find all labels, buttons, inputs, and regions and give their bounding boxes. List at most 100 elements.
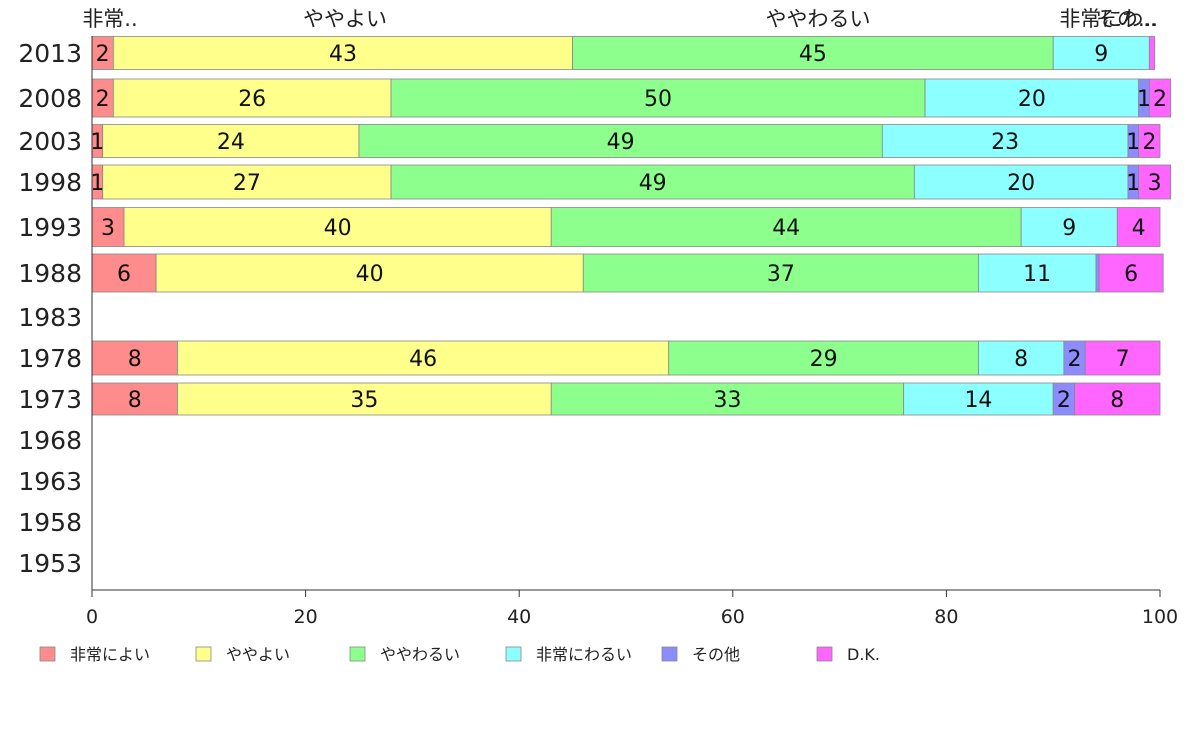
- bar-value-label: 27: [233, 171, 261, 196]
- bar-value-label: 45: [799, 42, 827, 67]
- bar-segment: [978, 253, 1097, 293]
- year-label: 1958: [18, 508, 82, 537]
- year-label: 1993: [18, 213, 82, 242]
- bar-segment: [1074, 382, 1161, 416]
- bar-value-label: 23: [991, 130, 1019, 155]
- bar-value-label: 24: [217, 130, 245, 155]
- bar-value-label: 2: [96, 87, 110, 112]
- top-series-label: ややよい: [303, 7, 387, 31]
- bar-value-label: 3: [1148, 171, 1162, 196]
- bar-segment: [881, 124, 1129, 158]
- bar-segment: [978, 340, 1065, 376]
- bar-value-label: 49: [639, 171, 667, 196]
- bar-segment: [102, 164, 392, 200]
- legend-swatch: [349, 646, 366, 662]
- top-series-label: 非常..: [82, 7, 137, 31]
- x-tick-label: 100: [1142, 606, 1178, 628]
- bar-segment: [1084, 340, 1161, 376]
- bar-value-label: 14: [964, 388, 992, 413]
- bar-segment: [358, 124, 883, 158]
- year-label: 1983: [18, 303, 82, 332]
- year-label: 1998: [18, 168, 82, 197]
- bar-segment: [177, 382, 552, 416]
- bar-value-label: 3: [101, 216, 115, 241]
- year-label: 1953: [18, 549, 82, 578]
- legend-label: 非常にわるい: [536, 645, 632, 664]
- year-label: 1988: [18, 259, 82, 288]
- bar-segment: [572, 36, 1054, 70]
- bar-segment: [1052, 36, 1150, 70]
- top-series-label: 非常にわ..: [1059, 7, 1156, 31]
- bar-segment: [1116, 207, 1161, 247]
- year-label: 2013: [18, 39, 82, 68]
- legend-swatch: [661, 646, 678, 662]
- bar-value-label: 26: [238, 87, 266, 112]
- bar-value-label: 11: [1023, 262, 1051, 287]
- bar-value-label: 29: [810, 347, 838, 372]
- bar-segment: [177, 340, 670, 376]
- legend-swatch: [195, 646, 212, 662]
- bar-value-label: 9: [1062, 216, 1076, 241]
- bar-value-label: 2: [1057, 388, 1071, 413]
- bar-segment: [924, 78, 1140, 118]
- bar-value-label: 1: [1137, 87, 1151, 112]
- bar-segment: [390, 164, 915, 200]
- legend-swatch: [39, 646, 56, 662]
- bar-segment: [112, 36, 573, 70]
- bar-value-label: 46: [409, 347, 437, 372]
- legend-label: D.K.: [847, 645, 880, 664]
- legend-swatch: [505, 646, 522, 662]
- year-label: 1963: [18, 467, 82, 496]
- x-tick-label: 60: [721, 606, 745, 628]
- x-tick-label: 40: [507, 606, 531, 628]
- bar-value-label: 8: [128, 347, 142, 372]
- bar-value-label: 37: [767, 262, 795, 287]
- bar-segment: [91, 382, 178, 416]
- x-tick-label: 20: [294, 606, 318, 628]
- bar-value-label: 2: [1142, 130, 1156, 155]
- bar-value-label: 20: [1007, 171, 1035, 196]
- bar-value-label: 8: [1014, 347, 1028, 372]
- bar-value-label: 2: [1068, 347, 1082, 372]
- bar-value-label: 40: [324, 216, 352, 241]
- bar-segment: [913, 164, 1129, 200]
- bar-segment: [1138, 124, 1161, 158]
- bar-segment: [102, 124, 360, 158]
- bar-segment: [582, 253, 979, 293]
- year-label: 2008: [18, 84, 82, 113]
- bar-value-label: 33: [713, 388, 741, 413]
- bar-segment: [112, 78, 392, 118]
- bar-segment: [668, 340, 979, 376]
- bar-value-label: 1: [90, 130, 104, 155]
- bar-value-label: 1: [90, 171, 104, 196]
- bar-value-label: 49: [607, 130, 635, 155]
- bar-value-label: 2: [96, 42, 110, 67]
- x-tick-label: 0: [86, 606, 98, 628]
- bar-value-label: 8: [1110, 388, 1124, 413]
- year-label: 1973: [18, 385, 82, 414]
- bar-segment: [1095, 253, 1100, 293]
- bar-value-label: 44: [772, 216, 800, 241]
- bar-value-label: 4: [1132, 216, 1146, 241]
- bar-value-label: 6: [117, 262, 131, 287]
- legend-label: 非常によい: [70, 645, 150, 664]
- bar-segment: [91, 253, 157, 293]
- bar-segment: [1098, 253, 1164, 293]
- bar-segment: [550, 207, 1022, 247]
- bar-segment: [550, 382, 905, 416]
- bar-value-label: 8: [128, 388, 142, 413]
- legend-label: ややよい: [226, 645, 290, 664]
- bar-segment: [1148, 36, 1156, 70]
- legend-label: その他: [692, 645, 740, 664]
- year-label: 1968: [18, 426, 82, 455]
- bar-value-label: 7: [1116, 347, 1130, 372]
- bar-value-label: 2: [1153, 87, 1167, 112]
- bar-segment: [1020, 207, 1118, 247]
- bar-value-label: 50: [644, 87, 672, 112]
- bar-value-label: 1: [1126, 130, 1140, 155]
- bar-value-label: 35: [350, 388, 378, 413]
- year-label: 2003: [18, 127, 82, 156]
- top-series-label: その...: [1096, 7, 1158, 31]
